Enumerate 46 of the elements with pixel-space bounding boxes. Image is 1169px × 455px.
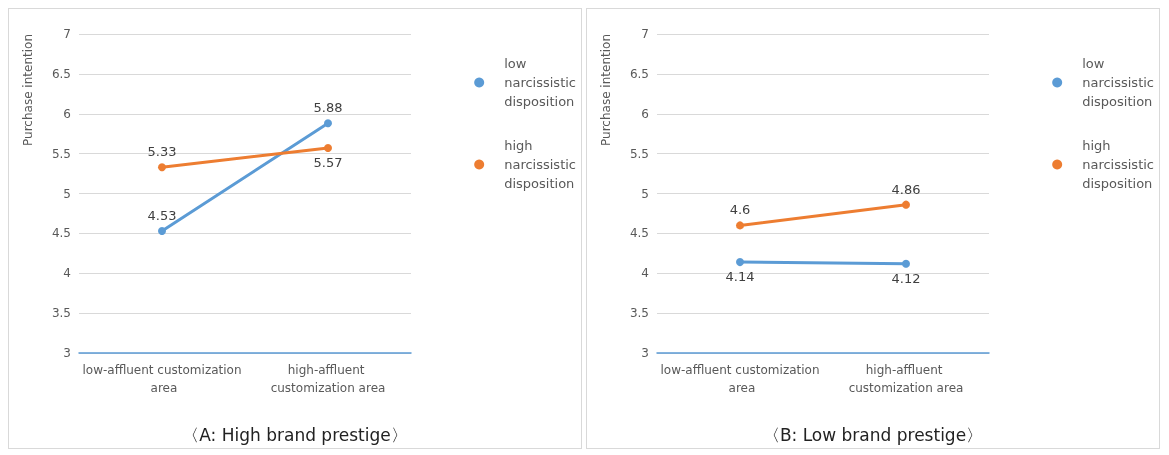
y-tick-label: 4.5	[51, 226, 71, 241]
y-tick-label: 6	[63, 106, 71, 121]
point	[736, 258, 744, 267]
point	[158, 226, 166, 235]
point	[324, 119, 332, 128]
legend-label: high narcissistic disposition	[504, 138, 576, 191]
legend-label: low narcissistic disposition	[1082, 56, 1154, 109]
x-tick-label: high-affluent customization area	[270, 363, 386, 395]
x-tick-label: low-affluent customization area	[660, 363, 820, 395]
point	[902, 259, 910, 268]
data-label: 4.53	[147, 207, 177, 223]
text: 〈B: Low brand prestige〉	[762, 424, 984, 445]
point	[158, 163, 166, 172]
data-label: 4.12	[891, 270, 921, 286]
y-tick-label: 4	[63, 266, 71, 281]
y-tick-label: 5.5	[51, 146, 71, 161]
y-tick-label: 3.5	[629, 306, 649, 321]
y-tick-label: 6.5	[629, 66, 649, 81]
y-tick-label: 4.5	[629, 226, 649, 241]
data-label: 5.33	[147, 144, 177, 160]
y-tick-label: 7	[63, 27, 71, 41]
point	[902, 200, 910, 209]
y-tick-label: 5	[63, 186, 71, 201]
data-label: 4.6	[729, 202, 751, 218]
point	[324, 144, 332, 153]
data-label: 4.14	[725, 269, 755, 285]
y-tick-label: 3.5	[51, 306, 71, 321]
y-tick-label: 6.5	[51, 66, 71, 81]
y-axis-title: Purchase intention	[21, 34, 35, 146]
data-label: 5.57	[313, 155, 343, 171]
y-tick-label: 5.5	[629, 146, 649, 161]
x-tick-label: low-affluent customization area	[82, 363, 242, 395]
legend-label: high narcissistic disposition	[1082, 138, 1154, 191]
y-tick-label: 3	[641, 346, 649, 360]
y-tick-label: 3	[63, 346, 71, 360]
y-tick-label: 6	[641, 106, 649, 121]
x-tick-label: high-affluent customization area	[848, 363, 964, 395]
data-label: 5.88	[313, 100, 343, 116]
text: 〈A: High brand prestige〉	[182, 424, 408, 445]
data-label: 4.86	[891, 181, 921, 197]
y-axis-title: Purchase intention	[599, 34, 613, 146]
legend-label: low narcissistic disposition	[504, 56, 576, 109]
y-tick-label: 5	[641, 186, 649, 201]
point	[736, 221, 744, 230]
y-tick-label: 7	[641, 27, 649, 41]
y-tick-label: 4	[641, 266, 649, 281]
